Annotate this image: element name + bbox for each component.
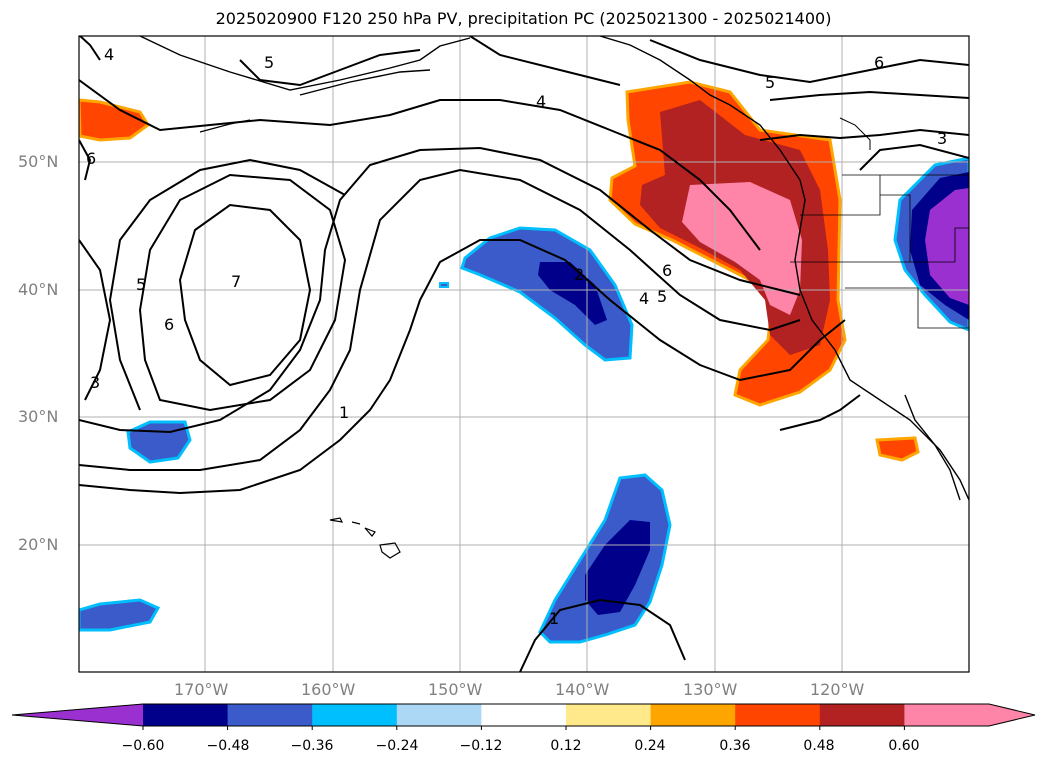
colorbar-tick-label: 0.60 [888, 738, 920, 754]
hawaiian-islands [329, 517, 401, 559]
colorbar [11, 703, 1036, 730]
colorbar-tick-label: −0.60 [121, 738, 165, 754]
negative-anomaly-central [460, 226, 634, 362]
contour-label: 6 [164, 315, 174, 334]
negative-anomaly-east-core [925, 188, 969, 305]
contour-label: 2 [574, 265, 584, 284]
colorbar-tick-label: 0.48 [803, 738, 835, 754]
positive-anomaly-nw [79, 98, 151, 142]
colorbar-tick-label: 0.36 [719, 738, 751, 754]
lat-label: 30°N [18, 407, 59, 426]
contour-label: 6 [874, 53, 884, 72]
lon-label: 160°W [301, 680, 356, 699]
lat-label: 20°N [18, 535, 59, 554]
political-borders [790, 174, 969, 329]
colorbar-segment [227, 704, 313, 726]
lon-label: 120°W [810, 680, 865, 699]
contour-label: 6 [662, 261, 672, 280]
colorbar-segment [143, 704, 229, 726]
lon-label: 140°W [555, 680, 610, 699]
negative-anomaly-south-core [585, 520, 650, 615]
coastlines [139, 36, 969, 501]
negative-anomaly-hawaii-west [79, 598, 161, 632]
contour-label: 5 [136, 275, 146, 294]
colorbar-segment [650, 704, 736, 726]
contour-label: 6 [86, 149, 96, 168]
colorbar-segment [312, 704, 398, 726]
contour-label: 4 [639, 289, 649, 308]
contour-label: 5 [765, 73, 775, 92]
pv-contour-labels: 4 5 4 5 6 3 6 5 6 7 3 1 2 6 4 5 1 [86, 45, 947, 628]
colorbar-extend-right [989, 704, 1035, 726]
lon-label: 150°W [428, 680, 483, 699]
positive-anomaly-core [682, 182, 802, 315]
colorbar-segment [735, 704, 821, 726]
contour-label: 5 [264, 53, 274, 72]
pv-contours [79, 36, 969, 672]
contour-label: 4 [536, 92, 546, 111]
contour-label: 5 [657, 287, 667, 306]
contour-label: 4 [104, 45, 114, 64]
colorbar-segment [396, 704, 482, 726]
map-frame [78, 35, 970, 673]
lon-label: 130°W [683, 680, 738, 699]
map-title: 2025020900 F120 250 hPa PV, precipitatio… [215, 9, 832, 28]
colorbar-tick-label: −0.48 [206, 738, 250, 754]
colorbar-tick-label: −0.12 [459, 738, 503, 754]
positive-anomaly-baja [875, 436, 920, 462]
contour-label: 7 [231, 272, 241, 291]
colorbar-segment [819, 704, 905, 726]
colorbar-segment [481, 704, 567, 726]
contour-label: 1 [339, 403, 349, 422]
contour-label: 3 [90, 373, 100, 392]
gridlines [79, 36, 969, 672]
lon-label: 170°W [174, 680, 229, 699]
negative-anomaly-west [126, 420, 192, 464]
colorbar-tick-label: 0.12 [550, 738, 582, 754]
precip-anomaly-fills [79, 80, 969, 644]
colorbar-extend-left [12, 704, 143, 726]
contour-label: 1 [549, 609, 559, 628]
negative-anomaly-central-core [538, 262, 607, 325]
colorbar-segment [566, 704, 652, 726]
colorbar-segment [904, 704, 990, 726]
colorbar-tick-label: −0.24 [375, 738, 419, 754]
lat-label: 50°N [18, 152, 59, 171]
colorbar-tick-label: −0.36 [290, 738, 334, 754]
negative-anomaly-speck [439, 282, 449, 288]
contour-label: 3 [937, 129, 947, 148]
lat-label: 40°N [18, 280, 59, 299]
colorbar-tick-label: 0.24 [634, 738, 666, 754]
